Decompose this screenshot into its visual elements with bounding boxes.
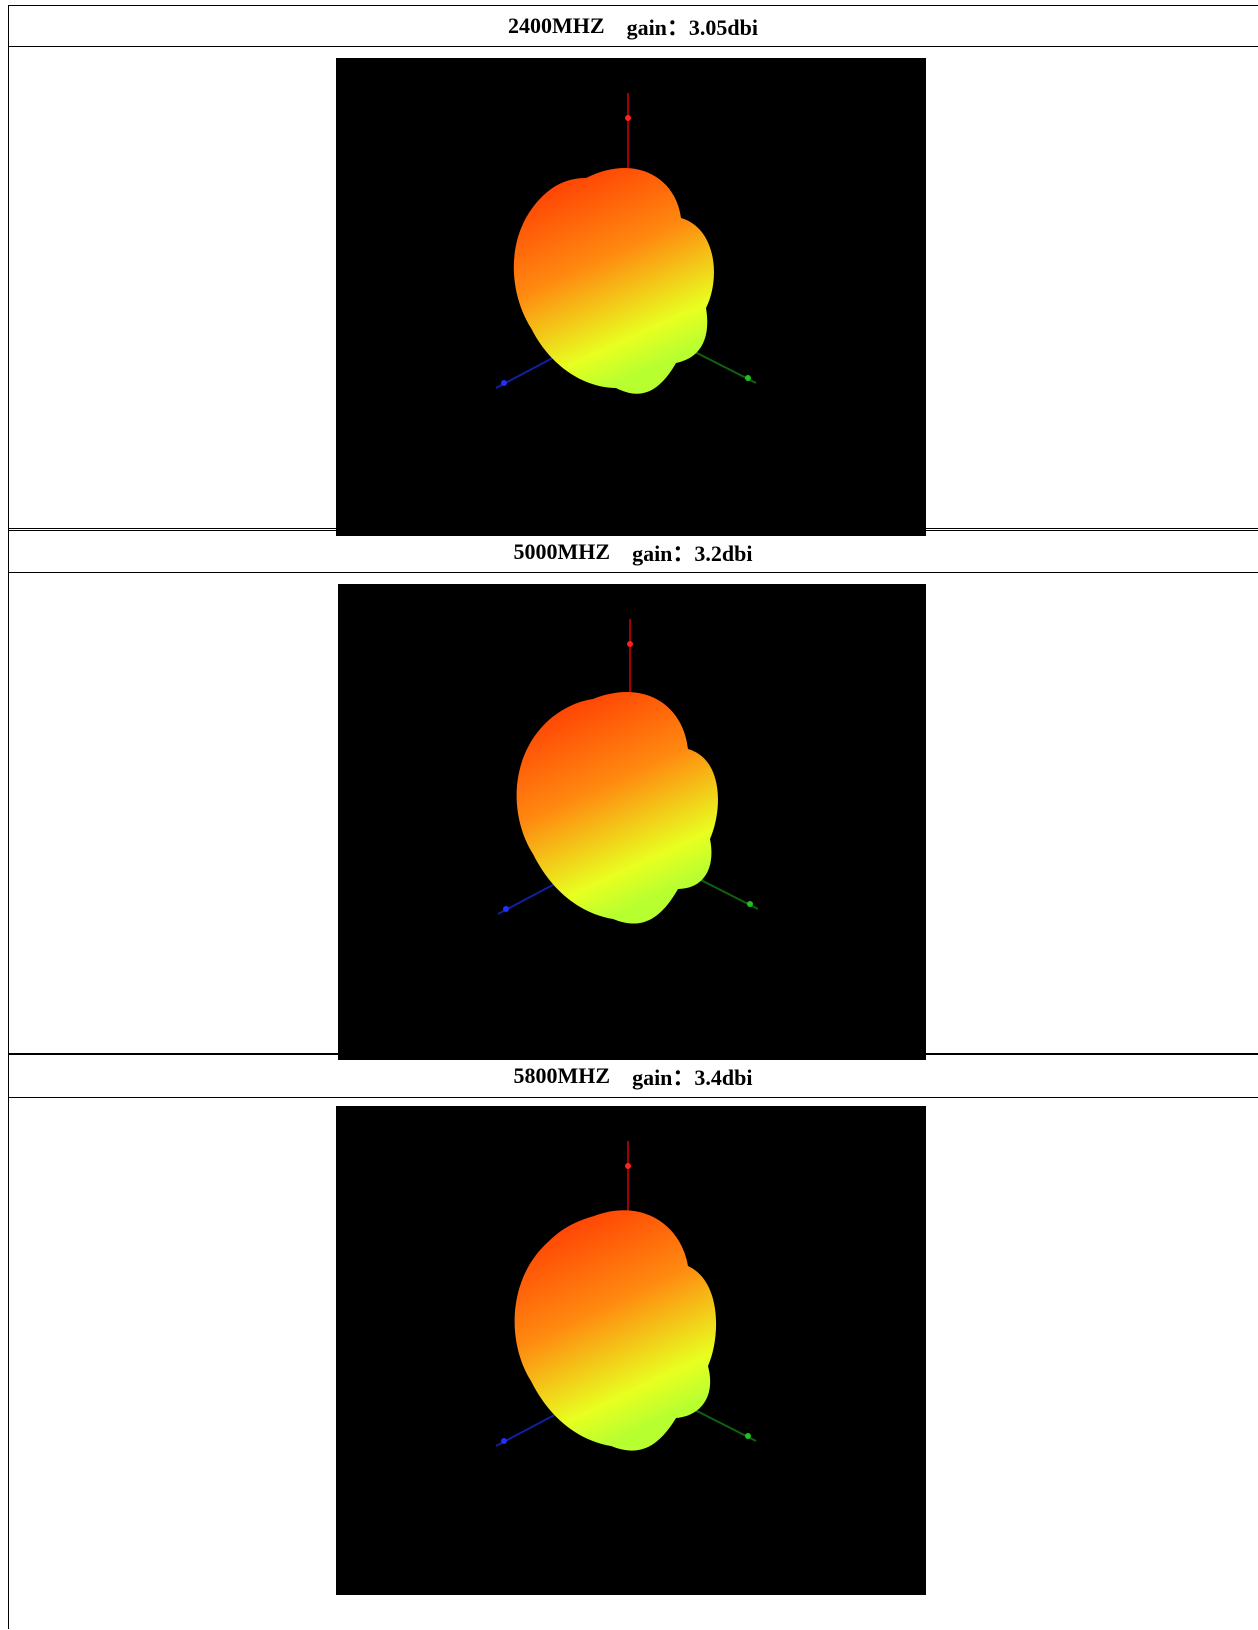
radiation-pattern-3d-plot: [497, 619, 759, 924]
radiation-pattern-image-2400: [336, 58, 926, 536]
table-frame: [8, 5, 1258, 1629]
radiation-pattern-image-5000: [338, 584, 926, 1060]
gain-label: gain：3.4dbi: [632, 1065, 753, 1090]
frequency-label: 5800MHZ: [513, 1063, 611, 1088]
section-header-2400: 2400MHZ gain：3.05dbi: [8, 5, 1258, 47]
radiation-pattern-3d-plot: [495, 93, 757, 394]
radiation-pattern-image-5800: [336, 1106, 926, 1595]
section-header-5000: 5000MHZ gain：3.2dbi: [8, 530, 1258, 573]
frequency-label: 5000MHZ: [513, 538, 611, 564]
frequency-label: 2400MHZ: [508, 12, 605, 38]
gain-label: gain：3.05dbi: [626, 14, 758, 40]
section-header-5800: 5800MHZ gain：3.4dbi: [8, 1054, 1258, 1098]
gain-label: gain：3.2dbi: [632, 540, 753, 566]
radiation-pattern-3d-plot: [495, 1141, 757, 1451]
